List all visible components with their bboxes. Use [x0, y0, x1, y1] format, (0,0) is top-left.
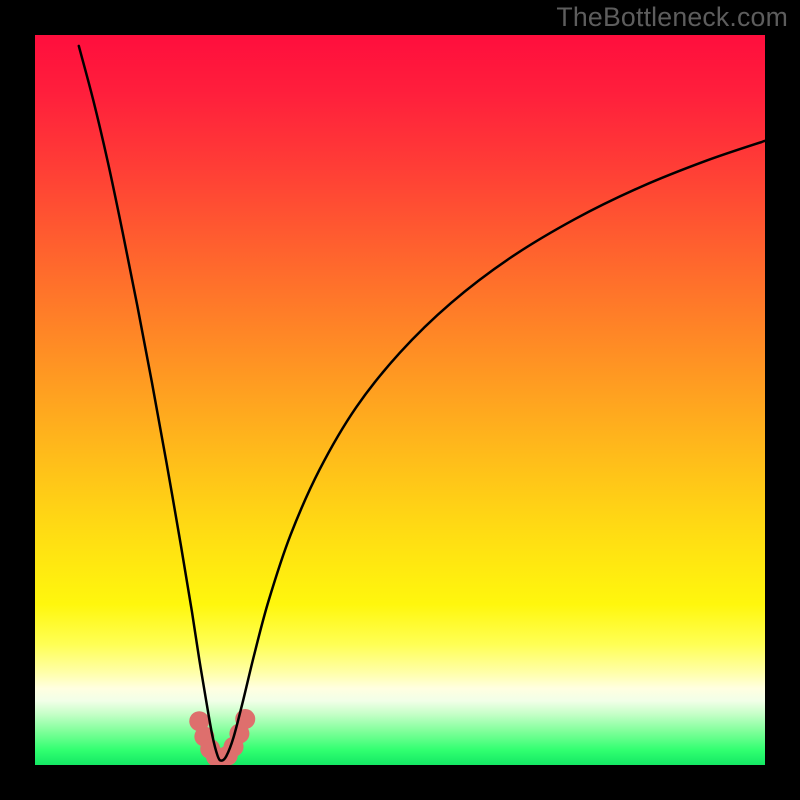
gradient-background — [35, 35, 765, 765]
watermark-text: TheBottleneck.com — [556, 2, 788, 33]
bottleneck-chart — [0, 0, 800, 800]
figure-root: { "figure": { "width_px": 800, "height_p… — [0, 0, 800, 800]
